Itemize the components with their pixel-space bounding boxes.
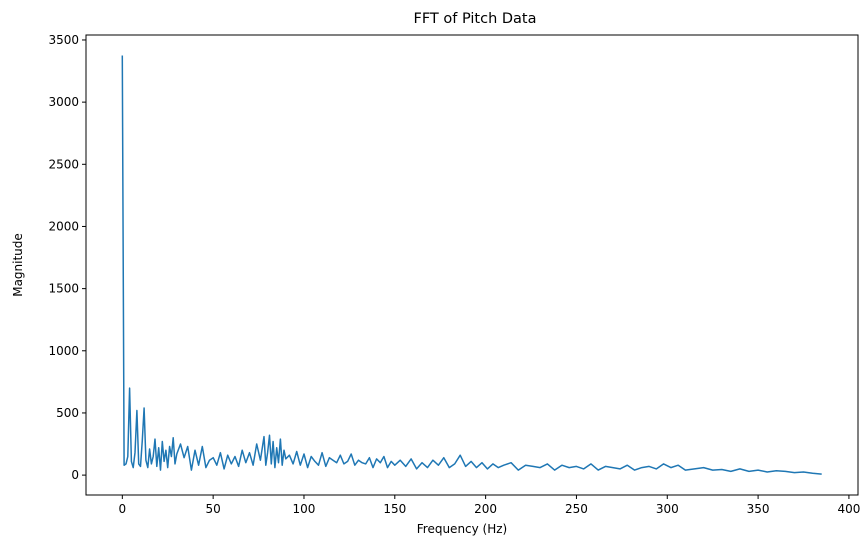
x-tick-label: 400 xyxy=(837,502,860,516)
fft-magnitude-line xyxy=(121,55,822,475)
y-axis-ticks: 0 500 1000 1500 2000 2500 3000 3500 xyxy=(48,33,86,482)
plot-frame xyxy=(85,34,859,496)
chart-title: FFT of Pitch Data xyxy=(413,11,536,27)
y-tick-label: 0 xyxy=(71,468,79,482)
x-tick-label: 200 xyxy=(474,502,497,516)
y-tick-label: 3500 xyxy=(48,33,79,47)
x-tick-label: 50 xyxy=(206,502,221,516)
x-axis-ticks: 0 50 100 150 200 250 300 350 400 xyxy=(119,495,860,516)
x-tick-label: 250 xyxy=(565,502,588,516)
y-tick-label: 1000 xyxy=(48,344,79,358)
series-layer xyxy=(121,55,822,475)
y-tick-label: 500 xyxy=(56,406,79,420)
x-tick-label: 150 xyxy=(383,502,406,516)
x-tick-label: 300 xyxy=(656,502,679,516)
y-tick-label: 3000 xyxy=(48,95,79,109)
x-tick-label: 100 xyxy=(293,502,316,516)
x-tick-label: 0 xyxy=(119,502,127,516)
x-axis-label: Frequency (Hz) xyxy=(417,522,508,536)
y-tick-label: 1500 xyxy=(48,282,79,296)
y-tick-label: 2000 xyxy=(48,219,79,233)
x-tick-label: 350 xyxy=(747,502,770,516)
y-axis-label: Magnitude xyxy=(11,233,25,297)
y-tick-label: 2500 xyxy=(48,157,79,171)
